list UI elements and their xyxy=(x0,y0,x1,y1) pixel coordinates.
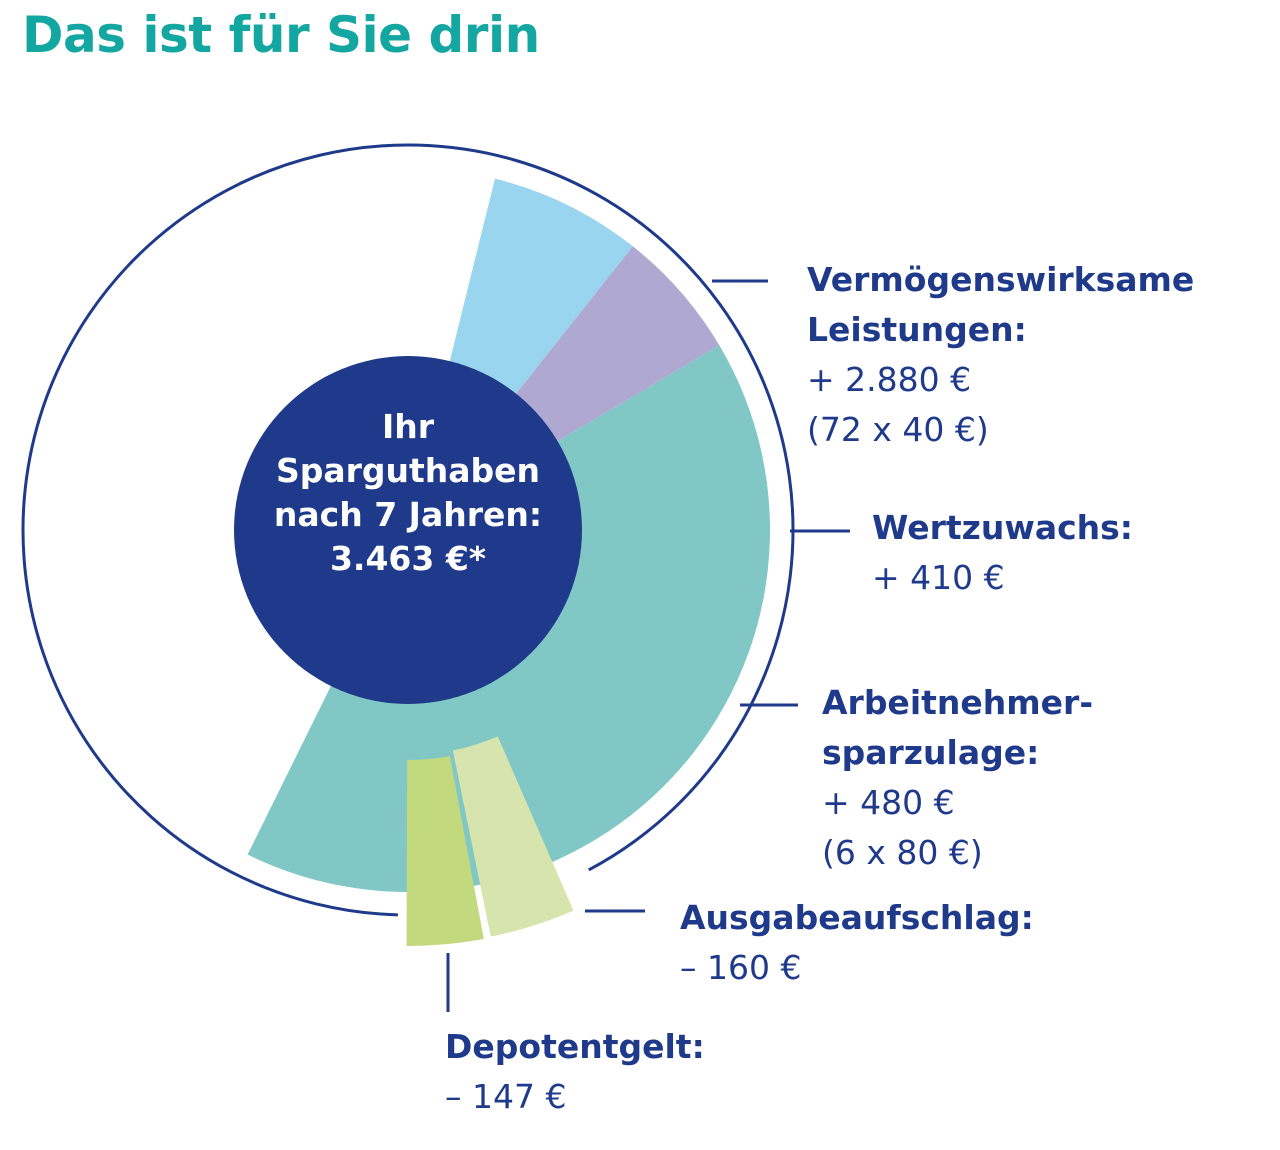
center-label: Ihr Sparguthaben nach 7 Jahren: 3.463 €* xyxy=(240,405,576,581)
label-name: Vermögenswirksame Leistungen: xyxy=(807,260,1195,349)
label-depotentgelt: Depotentgelt: – 147 € xyxy=(445,1022,705,1122)
label-name: Ausgabeaufschlag: xyxy=(680,898,1034,937)
slice-ausgabeaufschlag xyxy=(452,736,574,937)
center-line-1: Ihr xyxy=(381,407,435,446)
label-value: – 147 € xyxy=(445,1077,567,1116)
center-total: 3.463 €* xyxy=(329,539,487,578)
label-value: + 410 € xyxy=(872,558,1005,597)
label-value: – 160 € xyxy=(680,948,802,987)
label-value: + 2.880 € xyxy=(807,360,972,399)
center-line-3: nach 7 Jahren: xyxy=(273,495,543,534)
slice-depotentgelt xyxy=(406,756,484,946)
outer-ring xyxy=(21,143,795,917)
center-line-2: Sparguthaben xyxy=(275,451,541,490)
label-name: Depotentgelt: xyxy=(445,1027,705,1066)
label-detail: (72 x 40 €) xyxy=(807,410,989,449)
label-detail: (6 x 80 €) xyxy=(822,833,983,872)
label-wertzuwachs: Wertzuwachs: + 410 € xyxy=(872,503,1133,603)
leader-lines xyxy=(446,279,850,1012)
label-ausgabeaufschlag: Ausgabeaufschlag: – 160 € xyxy=(680,893,1034,993)
label-value: + 480 € xyxy=(822,783,955,822)
label-name: Wertzuwachs: xyxy=(872,508,1134,547)
label-arbeitnehmersparzulage: Arbeitnehmer-sparzulage: + 480 € (6 x 80… xyxy=(822,678,1093,878)
center-circle xyxy=(234,356,582,704)
label-name: Arbeitnehmer-sparzulage: xyxy=(822,683,1094,772)
label-vermoegenswirksame-leistungen: Vermögenswirksame Leistungen: + 2.880 € (… xyxy=(807,255,1194,455)
chart-title: Das ist für Sie drin xyxy=(22,6,540,64)
